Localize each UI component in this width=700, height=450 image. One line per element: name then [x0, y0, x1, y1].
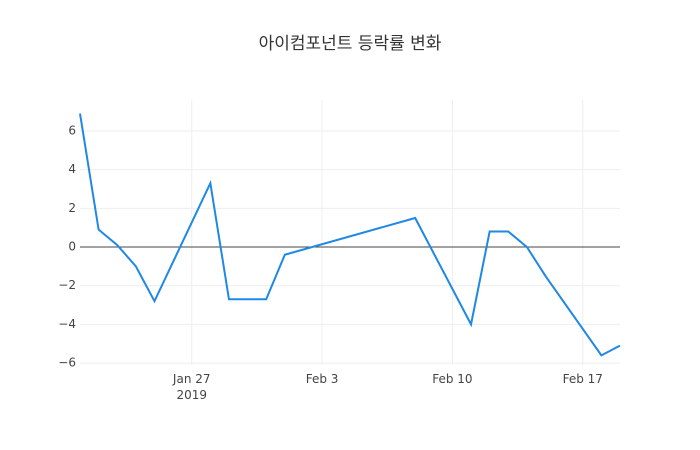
- y-tick-label: −6: [58, 356, 76, 370]
- x-tick-label: Feb 10: [432, 372, 472, 386]
- y-tick-label: 4: [68, 162, 76, 176]
- chart-title: 아이컴포넌트 등락률 변화: [259, 34, 442, 54]
- x-tick-label: Feb 3: [306, 372, 339, 386]
- y-tick-label: 2: [68, 201, 76, 215]
- y-tick-label: −4: [58, 317, 76, 331]
- x-tick-label: Jan 27 2019: [172, 372, 211, 402]
- y-tick-label: 6: [68, 123, 76, 137]
- y-tick-label: 0: [68, 240, 76, 254]
- x-tick-label: Feb 17: [563, 372, 603, 386]
- y-tick-label: −2: [58, 278, 76, 292]
- line: [79, 113, 621, 357]
